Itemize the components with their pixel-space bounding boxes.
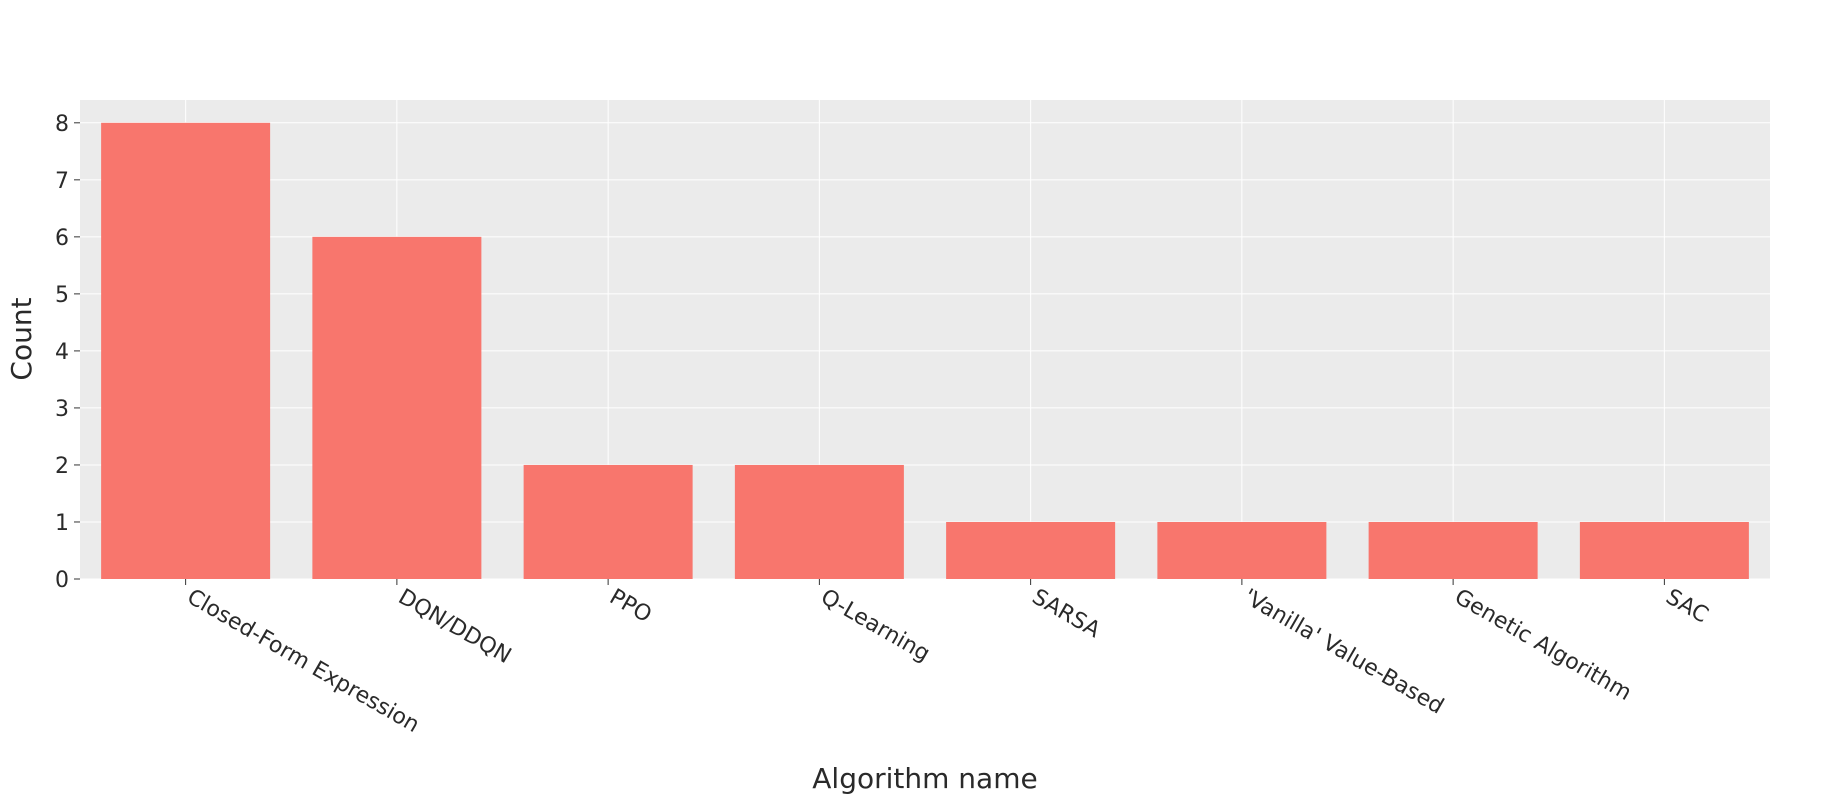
x-tick-label: PPO <box>605 585 655 629</box>
y-axis: 0 1 2 3 4 5 6 7 8 <box>55 112 80 593</box>
x-tick-label: Closed-Form Expression <box>183 585 424 738</box>
x-tick-label: SAC <box>1661 585 1712 629</box>
y-tick-label: 3 <box>55 397 69 422</box>
bars <box>101 122 1749 580</box>
y-tick-label: 4 <box>55 340 69 365</box>
bar <box>946 521 1116 579</box>
x-tick-label: SARSA <box>1028 585 1105 644</box>
bar <box>734 464 904 579</box>
bar <box>101 122 271 580</box>
y-tick-label: 5 <box>55 283 69 308</box>
y-tick-label: 7 <box>55 169 69 194</box>
y-tick-label: 6 <box>55 226 69 251</box>
bar <box>312 236 482 579</box>
x-tick-label: Q-Learning <box>816 585 934 667</box>
x-tick-label: 'Vanilla' Value-Based <box>1239 585 1448 720</box>
bar <box>1368 521 1538 579</box>
y-tick-label: 8 <box>55 112 69 137</box>
bar <box>523 464 693 579</box>
bar <box>1579 521 1749 579</box>
y-tick-label: 0 <box>55 568 69 593</box>
y-axis-title: Count <box>5 297 38 380</box>
bar <box>1157 521 1327 579</box>
y-tick-label: 2 <box>55 454 69 479</box>
y-tick-label: 1 <box>55 511 69 536</box>
x-axis-title: Algorithm name <box>812 762 1037 795</box>
x-tick-label: Genetic Algorithm <box>1450 585 1635 706</box>
x-tick-label: DQN/DDQN <box>394 585 515 670</box>
